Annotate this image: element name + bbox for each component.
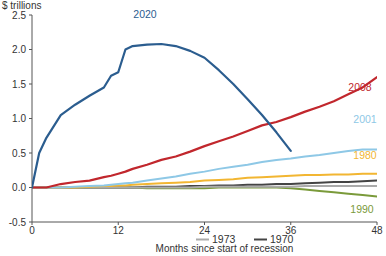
series-name: 1990 [350,203,374,215]
legend-swatch [196,239,209,241]
y-tick [29,187,32,188]
y-tick [29,153,32,154]
y-tick [29,49,32,50]
y-tick-label: 1.5 [12,79,26,90]
y-tick-label: 0.5 [12,148,26,159]
x-tick-label: 24 [199,225,211,236]
series-name: 2020 [133,8,157,20]
legend-swatch [254,239,267,241]
series-line [32,44,291,188]
series-name: 1970 [270,233,294,245]
x-tick-label: 12 [113,225,125,236]
series-line [32,188,377,197]
series-label: 2008 [348,81,372,93]
y-tick [29,118,32,119]
series-label: 1973 [196,233,236,245]
series-label: 2020 [133,8,157,20]
y-tick [29,84,32,85]
y-tick [29,15,32,16]
series-line [32,77,377,187]
chart: $ trillions-0.50.00.51.01.52.02.50122436… [0,0,386,256]
series-name: 2008 [348,81,372,93]
series-label: 1980 [353,149,377,161]
y-tick-label: -0.5 [9,217,27,228]
series-name: 1980 [353,149,377,161]
x-tick-label: 48 [371,225,383,236]
series-name: 2001 [353,113,377,125]
series-label: 2001 [353,113,377,125]
plot-lines [32,44,377,196]
background [0,0,386,256]
x-tick-label: 0 [29,225,35,236]
y-tick-label: 0.0 [12,182,26,193]
series-label: 1970 [254,233,294,245]
y-tick-label: 1.0 [12,113,26,124]
y-tick-label: 2.5 [12,10,26,21]
series-label: 1990 [350,203,374,215]
series-name: 1973 [212,233,236,245]
y-tick-label: 2.0 [12,44,26,55]
